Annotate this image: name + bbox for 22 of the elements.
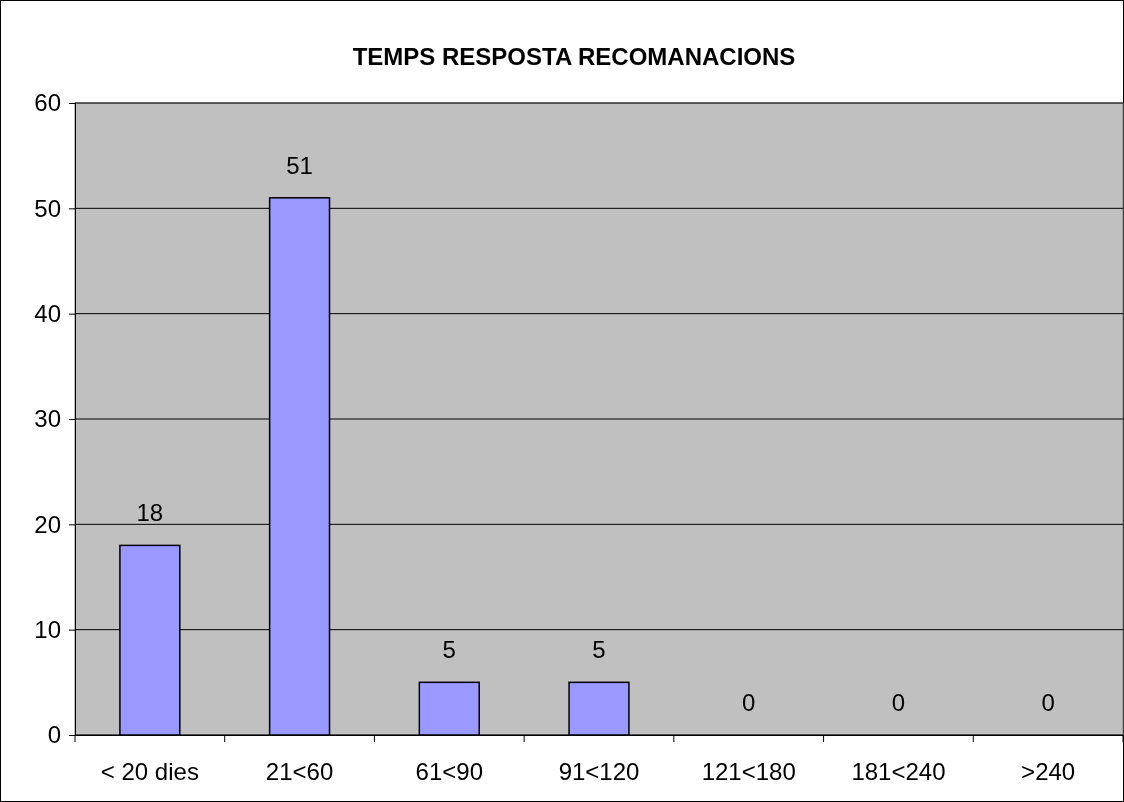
x-tick-label: 61<90 [415,758,483,786]
x-tick-label: 181<240 [851,758,946,786]
y-tick-label: 50 [34,194,61,222]
x-tick-label: < 20 dies [100,758,199,786]
data-label: 51 [286,151,313,179]
x-tick-label: 91<120 [558,758,640,786]
chart-title: TEMPS RESPOSTA RECOMANACIONS [352,43,796,70]
data-label: 18 [136,499,164,527]
data-label: 5 [442,636,456,664]
y-tick-label: 0 [47,721,61,749]
y-tick-label: 10 [34,615,61,643]
x-tick-label: 121<180 [701,758,796,786]
data-label: 0 [891,689,906,716]
data-label: 0 [742,689,756,716]
y-tick-label: 40 [34,299,61,327]
data-label: 5 [592,636,606,664]
y-tick-label: 20 [34,510,61,538]
x-tick-label: >240 [1021,758,1076,786]
y-tick-label: 60 [34,89,61,117]
data-label: 0 [1041,689,1055,716]
y-tick-label: 30 [34,405,61,433]
x-tick-label: 21<60 [265,758,334,786]
